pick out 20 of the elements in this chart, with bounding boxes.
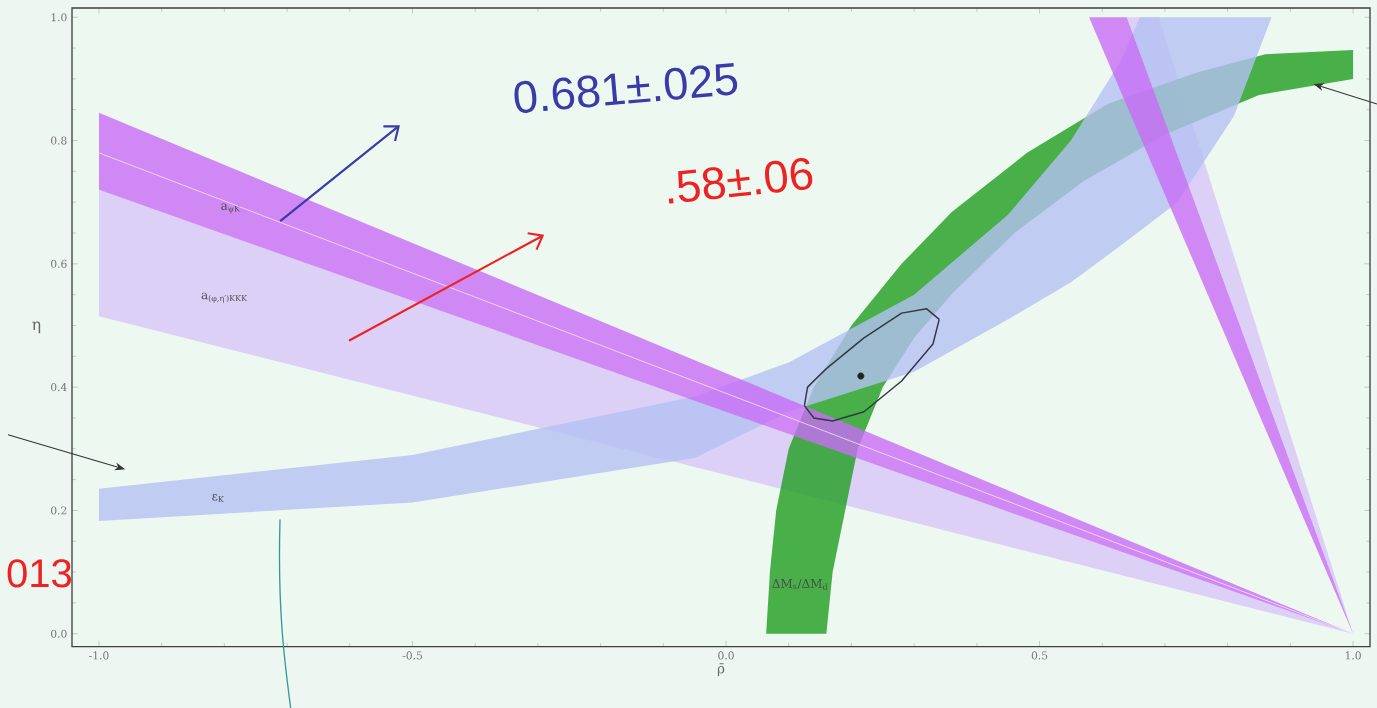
series-label: ε$_{K}$	[212, 494, 224, 503]
y-axis-title: η	[32, 321, 41, 334]
series-label: ΔM$_{s}$/ΔM$_{d}$	[772, 579, 828, 590]
series-label: a$_{(φ,η′)KKK}$	[201, 292, 248, 303]
y-tick-label: 1.0	[51, 13, 67, 22]
y-tick-label: 0.8	[51, 136, 67, 145]
x-tick-label: 0.0	[718, 651, 734, 660]
text: 013	[7, 559, 72, 588]
annotation: .58±.06	[668, 157, 813, 204]
x-tick-label: 0.5	[1031, 651, 1048, 660]
series-label: a$_{ψK}$	[221, 203, 241, 214]
annotation: 0.681±.025	[514, 63, 738, 113]
y-tick-label: 0.0	[51, 629, 67, 638]
y-tick-label: 0.6	[51, 259, 67, 268]
y-tick-label: 0.2	[51, 506, 67, 515]
x-tick-label: -1.0	[89, 651, 109, 660]
x-tick-label: -0.5	[402, 651, 422, 660]
y-tick-label: 0.4	[51, 383, 67, 392]
x-axis-title: ρ̄	[717, 663, 725, 676]
x-tick-label: 1.0	[1345, 651, 1361, 660]
